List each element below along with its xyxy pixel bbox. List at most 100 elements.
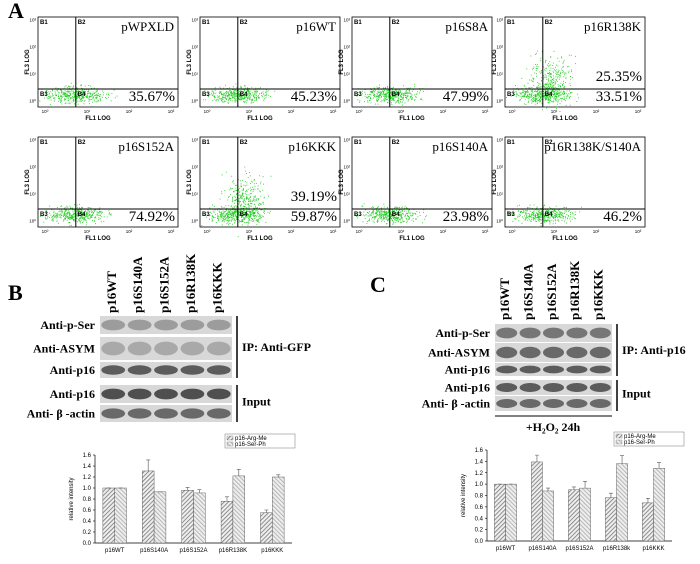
x-tick-label: 10¹ [246, 109, 253, 114]
y-tick-label: 10¹ [496, 192, 503, 197]
y-tick-label: 10¹ [343, 72, 350, 77]
x-tick-label: 10³ [482, 109, 489, 114]
panel-label: A [8, 0, 24, 23]
treatment-label: +H₂O₂ 24h [526, 420, 581, 434]
blot-band [127, 408, 152, 419]
y-tick-label: 10² [496, 45, 503, 50]
y-axis-label: FL3 LOG [187, 169, 193, 195]
blot-band [101, 388, 126, 400]
y-tick-label: 1.2 [475, 471, 484, 477]
y-tick-label: 10² [29, 45, 36, 50]
blot-band [566, 327, 588, 339]
x-tick-label: 10⁰ [204, 109, 211, 114]
quadrant-label: B3 [507, 212, 515, 218]
x-tick-label: 10¹ [246, 229, 253, 234]
x-tick-label: 10² [126, 229, 133, 234]
blot-band [154, 365, 178, 375]
cell-cloud [506, 50, 579, 112]
plot-frame [199, 136, 341, 228]
y-tick-label: 1.6 [83, 453, 92, 459]
lane-label: p16R138K [183, 253, 198, 313]
legend-swatch [226, 441, 234, 447]
percent: 23.98% [443, 209, 489, 225]
y-tick-label: 10¹ [29, 72, 36, 77]
ip-label: IP: Anti-GFP [242, 340, 311, 354]
plot-name: p16KKK [288, 139, 336, 154]
bar [542, 490, 554, 542]
plot-frame [504, 136, 646, 228]
y-tick-label: 10⁰ [496, 99, 503, 104]
y-axis-label: relative intensity [69, 477, 75, 520]
blot-band [206, 319, 231, 331]
plot-name: p16R138K [584, 19, 642, 34]
y-tick-label: 10¹ [191, 72, 198, 77]
bar [494, 483, 506, 542]
x-tick-label: 10⁰ [204, 229, 211, 234]
x-tick-label: 10³ [635, 229, 642, 234]
x-tick-label: 10¹ [398, 109, 405, 114]
blot-band [589, 365, 611, 374]
x-tick-label: 10² [593, 109, 600, 114]
bar [260, 512, 273, 544]
blot-band [496, 399, 518, 408]
plot-name: p16S152A [118, 139, 174, 154]
x-tick-label: 10⁰ [356, 109, 363, 114]
blot-band [519, 346, 541, 359]
plot-frame [504, 16, 646, 108]
y-tick-label: 10³ [29, 18, 36, 23]
lane-label: p16S152A [157, 256, 172, 313]
y-axis-label: FL3 LOG [492, 49, 498, 75]
blot-band [542, 383, 565, 392]
y-tick-label: 10¹ [191, 192, 198, 197]
blot-band [206, 365, 231, 375]
error-bar [620, 455, 625, 464]
y-tick-label: 1.6 [475, 448, 484, 454]
plot-name: p16WT [296, 19, 336, 34]
plot-frame [351, 16, 493, 108]
x-tick-label: p16R138K [219, 548, 247, 554]
x-tick-label: 10¹ [84, 109, 91, 114]
y-tick-label: 10² [343, 45, 350, 50]
x-tick-label: 10³ [330, 229, 337, 234]
blot-band [519, 383, 541, 392]
y-tick-label: 10⁰ [29, 99, 36, 104]
blot-band [180, 365, 205, 375]
blot-band [542, 399, 565, 408]
y-tick-label: 0.4 [475, 516, 484, 522]
y-axis-label: FL3 LOG [339, 49, 345, 75]
y-tick-label: 1.0 [83, 486, 92, 492]
quadrant-label: B2 [545, 140, 553, 146]
legend-label: p16-Ser-Ph [235, 442, 266, 448]
legend-swatch [226, 435, 234, 441]
error-bar [276, 474, 281, 477]
blot-band [180, 408, 205, 419]
y-tick-label: 0.8 [475, 494, 484, 500]
plot-name: p16S8A [445, 19, 488, 34]
quadrant-label: B3 [40, 212, 48, 218]
x-axis-label: FL1 LOG [85, 116, 111, 122]
blot-band [180, 341, 205, 356]
cell-cloud [201, 166, 272, 238]
blot-band [496, 365, 518, 374]
quadrant-label: B4 [545, 92, 553, 98]
bar [153, 491, 167, 544]
x-tick-label: 10² [288, 229, 295, 234]
x-tick-label: 10¹ [551, 109, 558, 114]
y-tick-label: 10³ [343, 18, 350, 23]
blot-band [566, 399, 588, 408]
plot-frame [351, 136, 493, 228]
y-axis-label: FL3 LOG [492, 169, 498, 195]
blot-band [519, 365, 541, 374]
x-tick-label: 10² [126, 109, 133, 114]
plot-frame [199, 16, 341, 108]
quadrant-label: B4 [78, 212, 86, 218]
bar [232, 475, 245, 544]
lane-label: p16S140A [520, 263, 535, 320]
x-tick-label: p16KKK [261, 548, 283, 554]
error-bar [571, 486, 576, 490]
y-tick-label: 10¹ [29, 192, 36, 197]
x-tick-label: p16S152A [565, 546, 593, 552]
error-bar [185, 487, 190, 491]
quadrant-label: B4 [392, 92, 400, 98]
